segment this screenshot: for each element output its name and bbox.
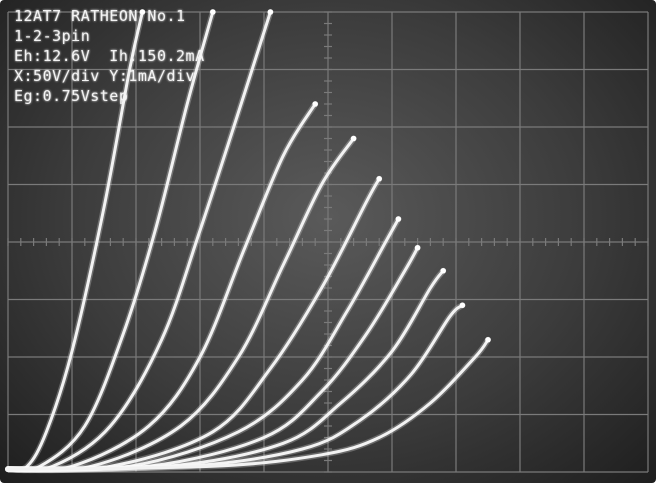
plate-curves: [5, 9, 491, 474]
curve-line-11: [6, 338, 490, 471]
curve-end-point: [459, 302, 466, 309]
readout-tube-name: 12AT7 RATHEON No.1: [14, 7, 186, 25]
curve-glow-5: [5, 135, 357, 474]
curve-end-point: [139, 9, 146, 15]
readout-grid-step: Eg:0.75Vstep: [14, 87, 129, 105]
curve-end-point: [440, 267, 447, 274]
curve-line-2: [6, 10, 215, 472]
curve-end-point: [485, 336, 491, 343]
readout-pins: 1-2-3pin: [14, 27, 91, 45]
curve-line-6: [6, 177, 381, 472]
curve-end-point: [414, 244, 421, 251]
scope-readout: 12AT7 RATHEON No.1 1-2-3pin Eh:12.6V Ih:…: [14, 6, 205, 106]
curve-end-point: [267, 9, 274, 15]
curve-line-1: [6, 10, 144, 472]
curve-end-point: [376, 175, 383, 182]
curve-glow-6: [5, 175, 383, 473]
curve-end-point: [312, 101, 319, 107]
curve-line-3: [6, 10, 272, 472]
curve-end-point: [395, 216, 402, 222]
curve-line-4: [6, 102, 317, 472]
curve-end-point: [210, 9, 216, 15]
readout-scale: X:50V/div Y:1mA/div: [14, 67, 196, 85]
curve-line-5: [6, 137, 356, 472]
curve-end-point: [350, 135, 357, 142]
readout-heater: Eh:12.6V Ih:150.2mA: [14, 47, 205, 65]
graticule: [7, 11, 649, 473]
